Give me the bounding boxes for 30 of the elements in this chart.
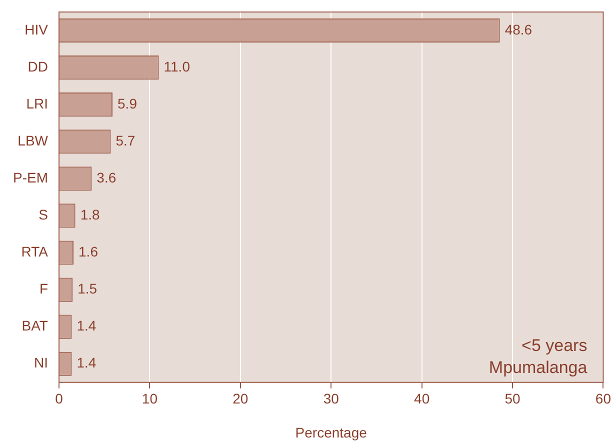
y-tick-label: F bbox=[39, 280, 48, 297]
annotation: <5 years bbox=[522, 336, 588, 356]
y-tick-label: RTA bbox=[21, 244, 49, 260]
data-label: 1.8 bbox=[80, 206, 100, 223]
x-axis-title: Percentage bbox=[295, 424, 368, 440]
data-label: 5.9 bbox=[118, 95, 138, 112]
x-tick-label: 20 bbox=[232, 390, 248, 407]
y-tick-label: LBW bbox=[18, 132, 49, 148]
data-label: 1.5 bbox=[78, 280, 98, 297]
annotation: Mpumalanga bbox=[488, 358, 588, 378]
y-tick-label: BAT bbox=[22, 318, 48, 334]
y-tick-label: DD bbox=[28, 58, 48, 74]
data-label: 3.6 bbox=[96, 170, 116, 186]
y-tick-label: LRI bbox=[26, 95, 48, 112]
data-label: 48.6 bbox=[504, 21, 532, 38]
y-tick-label: P-EM bbox=[13, 170, 48, 186]
data-label: 1.4 bbox=[76, 354, 96, 371]
y-tick-label: NI bbox=[34, 354, 48, 371]
y-tick-label: S bbox=[38, 206, 48, 223]
x-tick-label: 40 bbox=[414, 390, 430, 407]
x-tick-label: 0 bbox=[55, 390, 64, 407]
y-tick-label: HIV bbox=[24, 21, 49, 38]
x-tick-label: 60 bbox=[595, 390, 612, 407]
x-tick-label: 50 bbox=[504, 390, 521, 407]
x-tick-label: 10 bbox=[142, 390, 158, 407]
data-label: 1.4 bbox=[76, 318, 96, 334]
data-label: 11.0 bbox=[164, 58, 190, 74]
data-label: 5.7 bbox=[116, 132, 136, 148]
data-label: 1.6 bbox=[78, 244, 98, 260]
x-tick-label: 30 bbox=[323, 390, 340, 407]
